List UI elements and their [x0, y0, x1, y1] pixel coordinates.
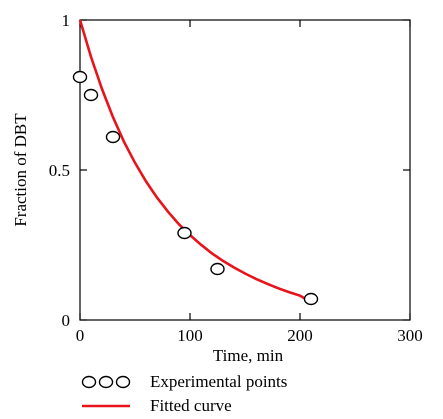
x-tick-label-2: 200 — [287, 326, 313, 345]
plot-frame — [79, 19, 411, 321]
legend-label-experimental: Experimental points — [150, 372, 287, 391]
axis-ticks — [79, 19, 411, 321]
legend-marker-experimental — [81, 375, 131, 389]
data-point-5 — [303, 292, 319, 306]
legend-label-fitted: Fitted curve — [150, 396, 232, 415]
x-axis-label: Time, min — [213, 346, 284, 365]
x-tick-label-0: 0 — [76, 326, 85, 345]
y-tick-label-1: 0.5 — [49, 161, 70, 180]
data-point-0 — [72, 70, 88, 84]
y-tick-label-0: 0 — [62, 311, 71, 330]
tick-labels: 0 100 200 300 0 0.5 1 — [49, 11, 423, 345]
data-point-2 — [105, 130, 121, 144]
legend-marker-circle-0 — [81, 375, 97, 389]
experimental-points — [72, 70, 319, 306]
data-point-4 — [210, 262, 225, 276]
data-point-1 — [83, 88, 99, 102]
legend-marker-circle-1 — [98, 375, 114, 389]
data-point-3 — [177, 226, 192, 240]
x-tick-label-1: 100 — [177, 326, 203, 345]
x-tick-label-3: 300 — [397, 326, 423, 345]
y-axis-label: Fraction of DBT — [11, 113, 30, 227]
y-tick-label-2: 1 — [62, 11, 71, 30]
legend: Experimental points Fitted curve — [81, 372, 287, 415]
fitted-curve-line — [78, 19, 312, 304]
legend-marker-circle-2 — [115, 375, 131, 389]
